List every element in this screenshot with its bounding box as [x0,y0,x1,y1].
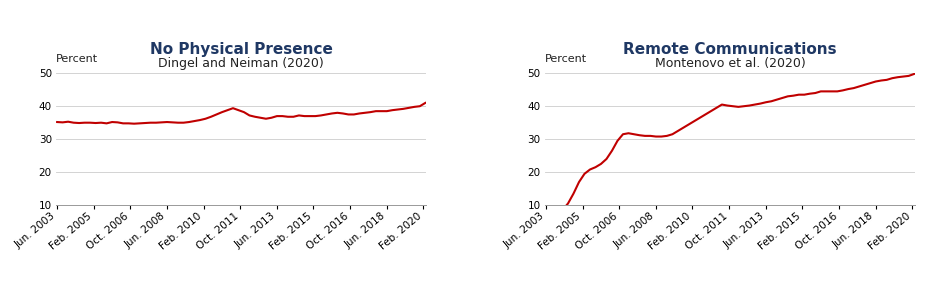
Text: Dingel and Neiman (2020): Dingel and Neiman (2020) [159,57,324,71]
Title: No Physical Presence: No Physical Presence [149,42,333,57]
Text: Percent: Percent [545,54,587,64]
Title: Remote Communications: Remote Communications [623,42,837,57]
Text: Percent: Percent [56,54,98,64]
Text: Montenovo et al. (2020): Montenovo et al. (2020) [655,57,805,71]
